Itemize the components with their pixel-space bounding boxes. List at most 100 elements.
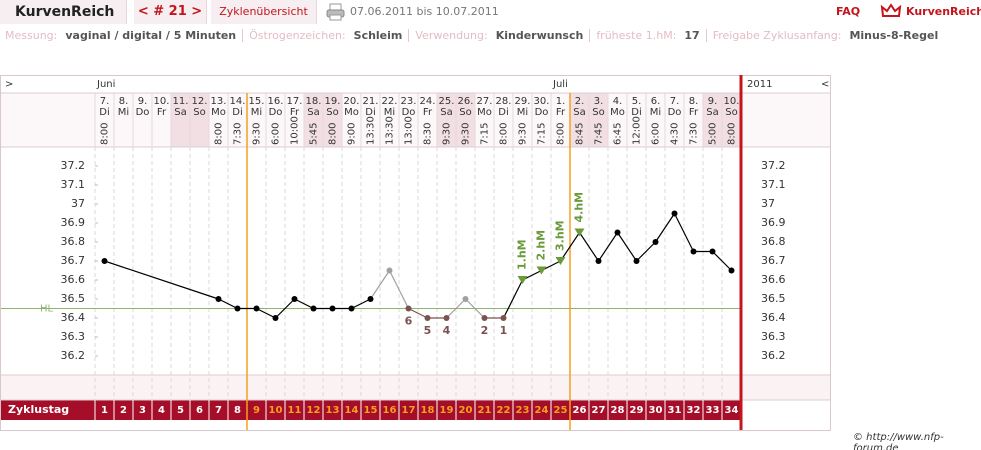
cycle-day: 3 [139,405,146,416]
weekday-label: Mo [610,107,625,118]
time-label: 9:00 [347,123,358,145]
line-segment [256,307,276,319]
footer: © http://www.nfp-forum.de [853,432,944,450]
weekday-label: Do [535,107,549,118]
line-segment [275,298,295,319]
point-normal [272,315,279,321]
day-label: 17. [287,96,303,107]
weekday-label: Mo [344,107,359,118]
cycle-day: 33 [706,405,720,416]
weekend-shade [171,93,190,147]
line-segment [598,232,618,262]
weekday-label: Mi [251,107,262,118]
day-label: 28. [496,96,512,107]
weekend-shade [589,93,608,147]
cycle-nav[interactable]: < # 21 > [134,0,207,24]
nav-prev[interactable]: > [5,79,13,90]
day-label: 20. [344,96,360,107]
weekend-shade [722,93,741,147]
point-normal [367,296,374,302]
weekday-label: Mi [517,107,528,118]
time-label: 9:30 [252,123,263,145]
cycle-day: 8 [234,405,241,416]
time-label: 13:30 [385,116,396,145]
time-label: 8:00 [499,123,510,145]
point-normal [690,248,697,255]
info-item: früheste 1.hM: 17 [596,28,712,44]
cycle-day: 26 [573,405,587,416]
weekend-shade [570,93,589,147]
day-label: 19. [325,96,341,107]
cycle-day: 19 [440,405,454,416]
cycle-day: 24 [535,405,549,416]
faq-link[interactable]: FAQ [836,5,861,18]
y-tick-label-right: 37 [761,197,775,210]
point-high [555,257,566,265]
cycle-day: 13 [326,405,340,416]
point-low [481,315,488,321]
weekday-label: Sa [706,107,718,118]
month-label: Juni [96,79,115,90]
info-item: Messung: vaginal / digital / 5 Minuten [5,28,249,44]
y-tick-label-right: 36.4 [761,311,786,324]
weekday-label: Mi [650,107,661,118]
weekend-shade [304,93,323,147]
date-range: 07.06.2011 bis 10.07.2011 [350,5,499,18]
print-icon[interactable] [326,3,346,27]
cycle-day: 16 [383,405,397,416]
cycle-day: 11 [288,405,302,416]
point-normal [348,305,355,312]
spacer-row-bg [1,375,830,400]
point-normal [614,229,621,236]
logo-icon [880,3,902,17]
info-item: Freigabe Zyklusanfang: Minus-8-Regel [713,28,951,44]
low-label: 1 [500,324,508,337]
weekend-shade [703,93,722,147]
overview-link[interactable]: Zyklenübersicht [211,0,317,24]
high-label: 3.hM [554,220,567,251]
cycle-day: 21 [478,405,492,416]
point-excluded [386,267,393,274]
point-normal [215,296,222,302]
line-segment [655,213,675,243]
time-label: 8:00 [727,123,738,145]
y-tick-label: 37 [71,197,85,210]
y-tick-label-right: 37.1 [761,178,786,191]
weekday-label: Sa [174,107,186,118]
info-bar: Messung: vaginal / digital / 5 Minuten Öst… [5,28,950,44]
nav-next[interactable]: < [821,79,829,90]
line-segment [673,213,695,252]
line-segment [712,251,732,271]
info-value: Schleim [353,29,410,42]
day-label: 2. [575,96,585,107]
point-normal [310,305,317,312]
y-tick-label-right: 36.8 [761,235,786,248]
logo[interactable]: KurvenReich [906,5,981,18]
cycle-day: 10 [269,405,283,416]
info-value: 17 [684,29,707,42]
cycle-day: 6 [196,405,203,416]
day-label: 21. [363,96,379,107]
y-tick-label-right: 36.2 [761,349,786,362]
info-item: Östrogenzeichen: Schleim [249,28,415,44]
time-label: 7:30 [233,123,244,145]
y-tick-label-right: 37.2 [761,159,786,172]
high-label: 2.hM [535,230,548,261]
day-label: 25. [439,96,455,107]
line-segment [218,298,238,310]
point-high [517,276,528,284]
y-tick-label: 37.1 [61,178,86,191]
time-label: 9:30 [518,123,529,145]
cycle-day: 4 [158,405,165,416]
cycle-day: 27 [592,405,606,416]
weekday-label: Di [365,107,375,118]
cycle-day-title: Zyklustag [8,403,69,416]
y-tick-label-right: 36.9 [761,216,786,229]
time-label: 7:15 [537,123,548,145]
time-label: 12:00 [632,116,643,145]
y-tick-label: 36.6 [61,273,86,286]
year-label: 2011 [747,79,772,90]
line-segment [465,298,485,319]
coverline-label: HL [40,304,54,315]
line-segment [351,298,371,310]
